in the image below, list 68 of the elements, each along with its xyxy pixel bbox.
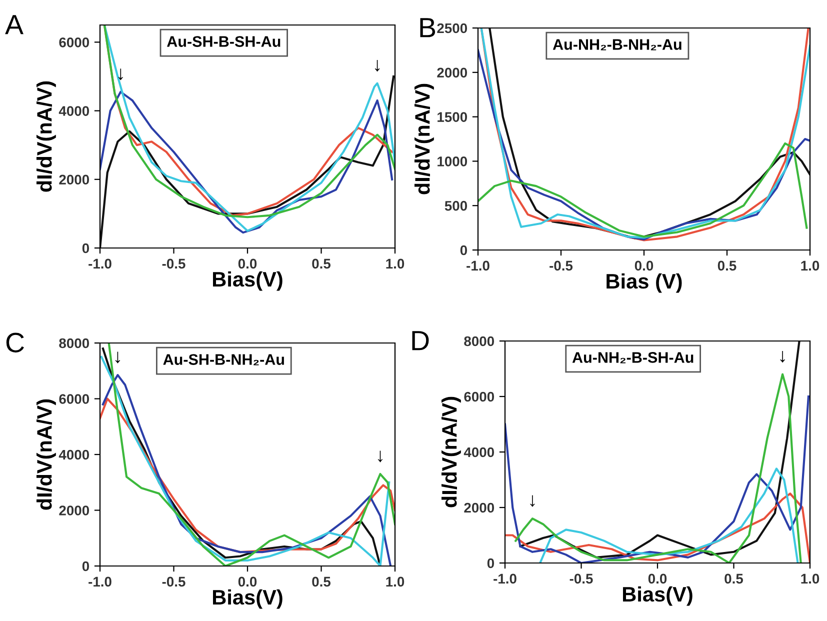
x-tick-label: -1.0	[466, 260, 490, 271]
y-tick-label: 0	[82, 561, 90, 572]
y-tick-label: 2000	[59, 174, 90, 185]
x-tick-label: 0.0	[238, 258, 257, 269]
x-tick-label: 1.0	[386, 576, 404, 587]
chart-title: C	[6, 332, 24, 352]
annotation: Au-NH₂-B-NH₂-Au	[552, 39, 682, 50]
line-series	[514, 373, 802, 563]
y-axis-title: dI/dV(nA/V)	[414, 84, 434, 194]
y-tick-label: 4000	[58, 450, 90, 460]
annotation: ↓	[115, 352, 120, 364]
y-tick-label: 6000	[59, 37, 90, 48]
annotation: ↓	[375, 60, 380, 72]
x-axis-title: Bias(V)	[213, 589, 282, 609]
annotation: Au-SH-B-NH₂-Au	[163, 354, 284, 366]
x-tick-label: 0.5	[312, 576, 331, 587]
y-axis-title: dI/dV(nA/V)	[36, 81, 56, 192]
y-tick-label: 4000	[58, 106, 90, 116]
y-tick-label: 6000	[59, 394, 90, 404]
annotation: ↓	[378, 450, 383, 462]
y-tick-label: 8000	[464, 336, 494, 346]
y-tick-label: 8000	[59, 338, 90, 348]
annotation: Au-NH₂-B-SH-Au	[572, 352, 694, 364]
y-tick-label: 0	[460, 245, 468, 256]
x-tick-label: -0.5	[162, 258, 186, 269]
y-axis-title: dI/dV(nA/V)	[36, 399, 56, 510]
x-tick-label: 1.0	[801, 574, 820, 584]
y-tick-label: 2000	[59, 506, 90, 516]
y-tick-label: 0	[487, 558, 494, 568]
line-series	[478, 142, 808, 238]
x-tick-label: 0.0	[648, 574, 667, 584]
annotation: ↓	[530, 495, 535, 507]
annotation: Au-SH-B-SH-Au	[167, 36, 280, 47]
x-tick-label: 1.0	[386, 258, 404, 269]
line-series	[100, 90, 394, 234]
chart-title: B	[420, 18, 436, 38]
line-series	[539, 468, 799, 563]
x-tick-label: -0.5	[550, 260, 573, 271]
x-axis-title: Bias(V)	[623, 586, 692, 606]
x-tick-label: -1.0	[88, 576, 112, 587]
y-tick-label: 2000	[464, 502, 494, 513]
x-tick-label: 0.0	[634, 260, 654, 271]
x-tick-label: -0.5	[570, 574, 593, 584]
x-tick-label: 0.0	[238, 576, 257, 587]
y-tick-label: 1500	[438, 112, 468, 122]
y-tick-label: 500	[444, 200, 468, 211]
chart-title: D	[412, 331, 429, 350]
line-series	[100, 398, 395, 554]
x-tick-label: 0.5	[718, 260, 736, 271]
y-axis-title: dI/dV(nA/V)	[441, 396, 461, 508]
y-tick-label: 0	[82, 243, 90, 254]
chart-title: A	[5, 15, 24, 34]
annotation: ↓	[780, 351, 785, 363]
x-axis-title: Bias(V)	[213, 271, 282, 291]
y-tick-label: 1000	[438, 156, 468, 166]
x-tick-label: 1.0	[801, 260, 820, 271]
x-tick-label: -1.0	[494, 574, 516, 584]
x-axis-title: Bias (V)	[606, 273, 682, 293]
x-tick-label: -1.0	[88, 258, 112, 269]
y-tick-label: 2000	[437, 68, 468, 78]
y-tick-label: 4000	[464, 447, 494, 458]
x-tick-label: -0.5	[162, 576, 186, 587]
line-series	[519, 341, 800, 558]
y-tick-label: 6000	[464, 392, 494, 402]
y-tick-label: 2500	[437, 23, 468, 34]
annotation: ↓	[118, 68, 123, 80]
x-tick-label: 0.5	[312, 258, 331, 269]
x-tick-label: 0.5	[724, 574, 744, 584]
